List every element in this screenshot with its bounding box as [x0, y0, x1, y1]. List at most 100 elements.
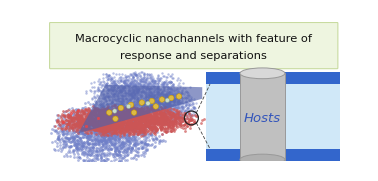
Point: [139, 120, 146, 123]
Point: [164, 130, 170, 133]
Point: [103, 83, 109, 85]
Point: [141, 106, 147, 109]
Point: [163, 103, 169, 106]
Point: [175, 100, 181, 103]
Point: [144, 106, 150, 109]
Point: [96, 113, 102, 116]
Point: [90, 157, 96, 160]
Point: [75, 128, 81, 131]
Point: [105, 123, 111, 126]
Point: [104, 148, 110, 151]
Point: [154, 127, 160, 130]
Point: [151, 122, 157, 125]
Point: [110, 131, 116, 134]
Point: [164, 109, 170, 112]
Point: [112, 150, 118, 153]
Point: [124, 112, 130, 115]
Point: [175, 111, 181, 114]
Point: [87, 110, 93, 113]
Point: [169, 99, 175, 102]
Point: [109, 77, 115, 80]
Point: [177, 109, 183, 111]
Point: [162, 104, 168, 107]
Point: [127, 120, 133, 123]
Point: [136, 99, 142, 102]
Point: [137, 116, 143, 119]
Point: [104, 87, 110, 89]
Point: [183, 121, 189, 124]
Point: [103, 114, 109, 117]
Point: [136, 121, 143, 123]
Point: [123, 115, 129, 118]
Point: [160, 118, 166, 121]
Point: [113, 123, 119, 126]
Point: [119, 125, 125, 128]
Point: [71, 122, 77, 125]
Point: [79, 121, 85, 124]
Point: [149, 92, 155, 95]
Point: [71, 134, 77, 137]
Point: [172, 106, 178, 109]
Point: [73, 146, 79, 149]
Point: [87, 130, 93, 133]
Point: [107, 85, 113, 87]
Point: [121, 146, 127, 149]
Point: [100, 134, 106, 137]
Point: [162, 119, 168, 121]
Point: [150, 122, 156, 125]
Point: [177, 118, 183, 121]
Point: [67, 132, 73, 135]
Point: [158, 129, 164, 132]
Point: [56, 120, 62, 123]
Point: [165, 115, 171, 118]
Point: [158, 100, 164, 102]
Point: [188, 96, 194, 99]
Point: [75, 117, 81, 120]
Point: [119, 129, 125, 132]
Point: [144, 105, 150, 108]
Point: [160, 93, 166, 96]
Point: [127, 115, 133, 118]
Point: [105, 95, 111, 98]
Point: [112, 97, 118, 100]
Point: [131, 142, 137, 145]
Point: [121, 137, 127, 140]
Point: [120, 123, 126, 126]
Point: [124, 102, 130, 104]
Point: [191, 97, 197, 100]
Point: [106, 146, 112, 149]
Point: [93, 156, 99, 159]
Point: [54, 131, 60, 134]
Point: [112, 130, 118, 132]
Point: [116, 88, 122, 91]
Point: [129, 129, 135, 132]
Point: [186, 104, 192, 106]
Point: [99, 123, 105, 125]
Point: [82, 118, 88, 121]
Point: [114, 112, 120, 115]
Point: [115, 116, 121, 119]
Point: [165, 102, 171, 105]
Point: [164, 120, 170, 123]
Point: [160, 81, 166, 84]
Point: [126, 126, 132, 129]
Point: [137, 110, 143, 112]
Point: [96, 100, 102, 103]
Point: [60, 146, 67, 148]
Point: [100, 76, 106, 79]
Point: [158, 114, 164, 117]
Point: [93, 103, 99, 106]
Point: [153, 112, 159, 115]
Point: [145, 111, 151, 114]
Point: [139, 125, 145, 128]
Point: [99, 124, 105, 127]
Point: [111, 139, 117, 142]
Point: [163, 106, 169, 108]
Point: [57, 128, 64, 131]
Point: [116, 122, 122, 125]
Point: [158, 122, 164, 125]
Point: [141, 138, 147, 141]
Point: [138, 107, 144, 110]
Point: [168, 113, 174, 116]
Point: [163, 114, 169, 117]
